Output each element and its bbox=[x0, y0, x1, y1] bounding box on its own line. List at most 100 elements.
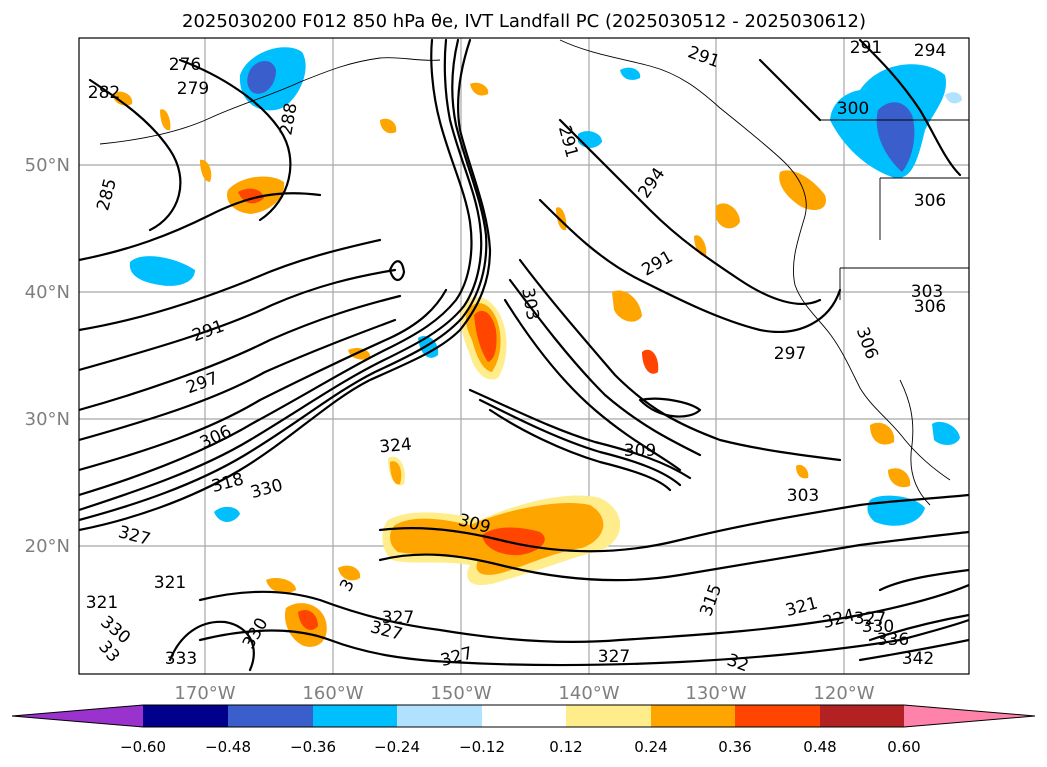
contour-label: 321 bbox=[154, 573, 186, 593]
pos-patch-nw3 bbox=[200, 159, 212, 182]
pos-patch-e1 bbox=[716, 203, 740, 229]
coastlines bbox=[99, 39, 969, 506]
pos-patch-e5 bbox=[796, 464, 809, 479]
lon-tick-label: 160°W bbox=[302, 683, 363, 704]
contour-f bbox=[79, 318, 397, 442]
contour-s bbox=[538, 198, 842, 333]
lon-tick-label: 150°W bbox=[430, 683, 491, 704]
theta-e-contours bbox=[79, 38, 969, 672]
pos-patch-mexico bbox=[888, 468, 911, 488]
pos-core-sw bbox=[298, 609, 318, 630]
contour-i bbox=[79, 238, 382, 332]
lon-tick-label: 140°W bbox=[558, 683, 619, 704]
neg-patch-n bbox=[620, 67, 641, 80]
pos-patch-e2 bbox=[612, 290, 642, 322]
contour-b bbox=[79, 38, 488, 522]
lat-tick-label: 40°N bbox=[25, 282, 70, 303]
contour-label: 330 bbox=[862, 617, 894, 637]
contour-label: 297 bbox=[774, 344, 806, 364]
contour-ab bbox=[758, 58, 822, 122]
contour-d bbox=[79, 38, 473, 497]
contour-label: 300 bbox=[837, 99, 869, 119]
contour-label: 336 bbox=[877, 630, 909, 650]
contour-label: 306 bbox=[914, 297, 946, 317]
colorbar-segment bbox=[566, 705, 651, 727]
contour-closed-1 bbox=[388, 260, 406, 282]
lon-tick-label: 170°W bbox=[174, 683, 235, 704]
contour-label: 333 bbox=[165, 649, 197, 669]
colorbar-segment bbox=[143, 705, 228, 727]
lon-tick-label: 130°W bbox=[685, 683, 746, 704]
contour-g bbox=[79, 294, 402, 412]
colorbar-tick-label: −0.24 bbox=[374, 738, 420, 756]
contour-a bbox=[79, 38, 492, 532]
colorbar-segment bbox=[313, 705, 397, 727]
neg-core-alaska-w bbox=[247, 60, 276, 94]
contour-e bbox=[79, 288, 448, 472]
colorbar-segment bbox=[735, 705, 820, 727]
coast-aleutians bbox=[99, 57, 441, 145]
borders bbox=[820, 119, 969, 300]
contour-label: 342 bbox=[902, 649, 934, 669]
coast-na-west bbox=[559, 39, 951, 481]
contour-label: 327 bbox=[854, 609, 886, 629]
colorbar-tick-label: 0.36 bbox=[718, 738, 751, 756]
colorbar-tick-label: −0.36 bbox=[290, 738, 336, 756]
coast-baja bbox=[899, 379, 931, 506]
colorbar-segment bbox=[482, 705, 566, 727]
colorbar-outline bbox=[11, 704, 1036, 728]
contour-label: 321 bbox=[86, 593, 118, 613]
ivt-pc-shading bbox=[112, 47, 962, 647]
contour-x bbox=[198, 618, 969, 667]
pos-patch-n2 bbox=[380, 118, 397, 134]
colorbar-tick-label: 0.60 bbox=[887, 738, 920, 756]
contour-y bbox=[168, 620, 255, 672]
pos-strong-center bbox=[474, 310, 497, 362]
axis-tick-labels: 170°W 160°W 150°W 140°W 130°W 120°W 50°N… bbox=[25, 155, 875, 704]
contour-u bbox=[378, 493, 969, 553]
pos-strong-subtrop bbox=[482, 527, 545, 556]
pos-patch-s1 bbox=[338, 565, 361, 581]
neg-patch-baja bbox=[932, 421, 960, 445]
lat-tick-label: 50°N bbox=[25, 155, 70, 176]
lon-tick-label: 120°W bbox=[813, 683, 874, 704]
contour-label: 303 bbox=[787, 486, 819, 506]
contour-c bbox=[79, 38, 483, 512]
contour-k bbox=[88, 78, 182, 232]
map-panel bbox=[79, 38, 969, 674]
colorbar-tick-label: −0.48 bbox=[205, 738, 251, 756]
neg-patch-w bbox=[129, 256, 195, 286]
contour-h bbox=[79, 268, 397, 372]
colorbar-extend-high bbox=[904, 705, 1035, 727]
colorbar: −0.60 −0.48 −0.36 −0.24 −0.12 0.12 0.24 … bbox=[11, 704, 1036, 756]
contour-label: 294 bbox=[914, 41, 946, 61]
pos-patch-e3 bbox=[642, 349, 659, 374]
contour-label: 282 bbox=[88, 83, 120, 103]
contour-p bbox=[503, 298, 682, 472]
map-background bbox=[79, 38, 969, 674]
pos-patch-nw2 bbox=[112, 91, 133, 106]
pos-patch-n3 bbox=[470, 82, 489, 96]
pos-patch-baja bbox=[870, 422, 895, 445]
colorbar-tick-label: 0.48 bbox=[803, 738, 836, 756]
neg-light-ne bbox=[945, 92, 962, 104]
contour-aa bbox=[858, 38, 962, 177]
pos-patch-sw2 bbox=[266, 578, 296, 594]
contour-t bbox=[558, 118, 822, 305]
colorbar-extend-low bbox=[12, 705, 143, 727]
contour-label: 306 bbox=[914, 191, 946, 211]
map-title: 2025030200 F012 850 hPa θe, IVT Landfall… bbox=[182, 11, 866, 32]
pos-patch-c2 bbox=[348, 347, 371, 360]
colorbar-tick-label: −0.60 bbox=[120, 738, 166, 756]
colorbar-segment bbox=[228, 705, 313, 727]
contour-label: 327 bbox=[382, 608, 414, 628]
contour-label: 276 bbox=[169, 55, 201, 75]
contour-label: 279 bbox=[177, 79, 209, 99]
neg-patch-sw bbox=[214, 506, 240, 522]
contour-closed-2 bbox=[638, 397, 702, 418]
pos-patch-e4 bbox=[694, 235, 707, 257]
lat-tick-label: 20°N bbox=[25, 536, 70, 557]
contour-q bbox=[508, 278, 702, 457]
contour-label: 327 bbox=[598, 647, 630, 667]
